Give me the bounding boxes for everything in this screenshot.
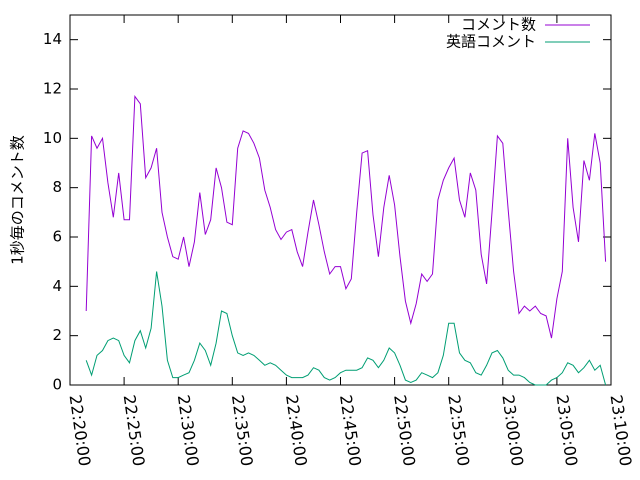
x-tick-label: 22:35:00 xyxy=(228,394,257,468)
x-tick-label: 22:55:00 xyxy=(444,394,473,468)
y-tick-label: 0 xyxy=(52,376,62,394)
y-tick-label: 12 xyxy=(43,80,62,98)
x-tick-label: 22:25:00 xyxy=(120,394,149,468)
y-tick-label: 4 xyxy=(52,277,62,295)
series-line xyxy=(85,94,607,339)
x-tick-label: 23:00:00 xyxy=(498,394,527,468)
x-tick-label: 22:45:00 xyxy=(336,394,365,468)
legend-label: 英語コメント xyxy=(446,33,536,51)
y-axis-label: 1秒毎のコメント数 xyxy=(9,135,27,265)
x-tick-label: 22:50:00 xyxy=(390,394,419,468)
x-tick-label: 23:10:00 xyxy=(607,394,636,468)
series-line xyxy=(85,271,607,386)
y-tick-label: 2 xyxy=(52,326,62,344)
y-tick-label: 8 xyxy=(52,178,62,196)
plot-frame xyxy=(69,14,612,386)
x-tick-label: 22:30:00 xyxy=(174,394,203,468)
x-tick-label: 22:40:00 xyxy=(282,394,311,468)
legend-label: コメント数 xyxy=(461,16,536,34)
x-tick-label: 22:20:00 xyxy=(66,394,95,468)
y-tick-label: 10 xyxy=(43,129,62,147)
y-tick-label: 14 xyxy=(43,30,62,48)
x-tick-label: 23:05:00 xyxy=(552,394,581,468)
y-tick-label: 6 xyxy=(52,228,62,246)
